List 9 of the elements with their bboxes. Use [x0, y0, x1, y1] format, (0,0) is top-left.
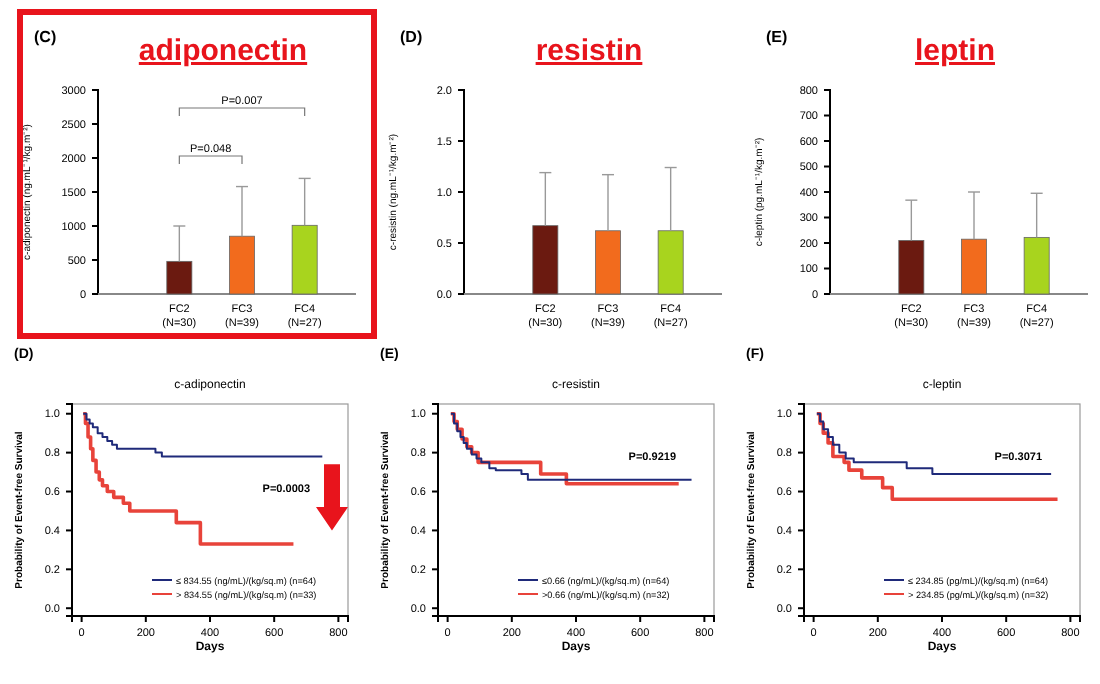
chart-title: leptin — [915, 34, 995, 68]
chart-title: adiponectin — [138, 34, 308, 68]
bar — [291, 224, 318, 295]
bar — [229, 235, 255, 295]
text: (E) — [766, 28, 788, 46]
text: (D) — [400, 28, 423, 46]
bar — [166, 260, 193, 295]
chart-title: resistin — [535, 34, 643, 68]
text: (C) — [34, 28, 57, 46]
